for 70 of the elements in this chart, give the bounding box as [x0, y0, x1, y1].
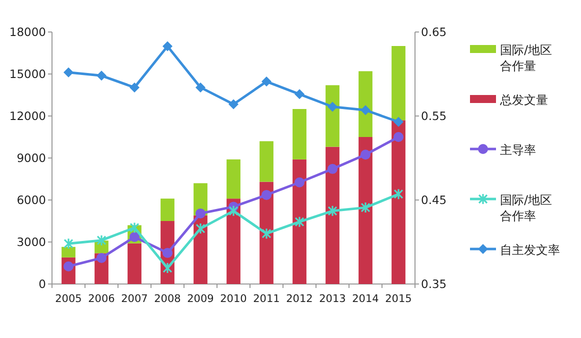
point — [130, 222, 140, 234]
legend-label: 国际/地区合作量 — [500, 43, 552, 73]
x-tick-label: 2009 — [187, 293, 214, 305]
point — [360, 202, 370, 214]
point — [96, 252, 106, 263]
y-tick-label: 12000 — [9, 109, 46, 123]
point — [262, 228, 272, 240]
y-tick-label: 3000 — [16, 235, 46, 249]
x-tick-label: 2006 — [88, 293, 116, 305]
bar — [392, 46, 406, 120]
bar — [326, 146, 340, 284]
bar — [358, 137, 372, 284]
point — [294, 177, 304, 188]
x-tick-label: 2011 — [253, 293, 280, 305]
y2-tick-label: 0.45 — [421, 193, 447, 207]
y2-tick-label: 0.35 — [421, 277, 447, 291]
point — [394, 132, 404, 142]
x-tick-label: 2012 — [286, 293, 313, 305]
x-tick-label: 2005 — [55, 293, 82, 305]
x-tick-label: 2015 — [385, 293, 412, 305]
point — [64, 238, 74, 250]
x-tick-label: 2008 — [154, 293, 181, 305]
point — [360, 105, 370, 116]
x-tick-label: 2007 — [121, 293, 148, 305]
point — [228, 99, 238, 110]
point — [294, 89, 304, 100]
y2-tick-label: 0.55 — [421, 109, 447, 123]
point — [64, 67, 74, 78]
y-tick-label: 6000 — [16, 193, 46, 207]
point — [328, 205, 338, 217]
bar — [358, 71, 372, 137]
bar — [260, 141, 274, 182]
bar — [292, 159, 306, 284]
x-tick-label: 2010 — [220, 293, 247, 305]
point — [262, 76, 272, 87]
bar — [326, 85, 340, 147]
point — [162, 41, 172, 52]
bar — [226, 159, 240, 199]
y-tick-label: 18000 — [9, 25, 46, 39]
bar — [128, 243, 142, 284]
x-tick-label: 2013 — [319, 293, 346, 305]
point — [262, 190, 272, 200]
point — [394, 116, 404, 127]
point — [130, 82, 140, 92]
bar — [62, 246, 76, 258]
legend-label: 主导率 — [500, 143, 536, 157]
point — [196, 222, 206, 234]
legend-label: 国际/地区合作率 — [500, 193, 552, 223]
x-tick-label: 2014 — [352, 293, 380, 305]
point — [196, 208, 206, 218]
y2-tick-label: 0.65 — [421, 25, 447, 39]
point — [328, 102, 338, 112]
legend-label: 总发文量 — [499, 93, 548, 107]
y-tick-label: 15000 — [9, 67, 46, 81]
y-tick-label: 9000 — [16, 151, 46, 165]
point — [96, 234, 106, 246]
point — [394, 188, 404, 200]
legend-label: 自主发文率 — [500, 243, 560, 257]
point — [96, 70, 106, 81]
point — [196, 82, 206, 92]
point — [294, 216, 304, 228]
point — [162, 262, 172, 274]
point — [162, 248, 172, 258]
bar — [392, 120, 406, 284]
point — [360, 150, 370, 160]
point — [228, 205, 238, 217]
y-tick-label: 0 — [38, 277, 46, 291]
point — [328, 164, 338, 174]
bar — [160, 198, 174, 221]
bar — [292, 109, 306, 160]
